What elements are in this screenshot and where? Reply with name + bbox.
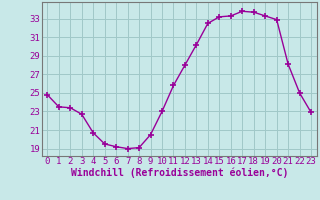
X-axis label: Windchill (Refroidissement éolien,°C): Windchill (Refroidissement éolien,°C) <box>70 168 288 178</box>
